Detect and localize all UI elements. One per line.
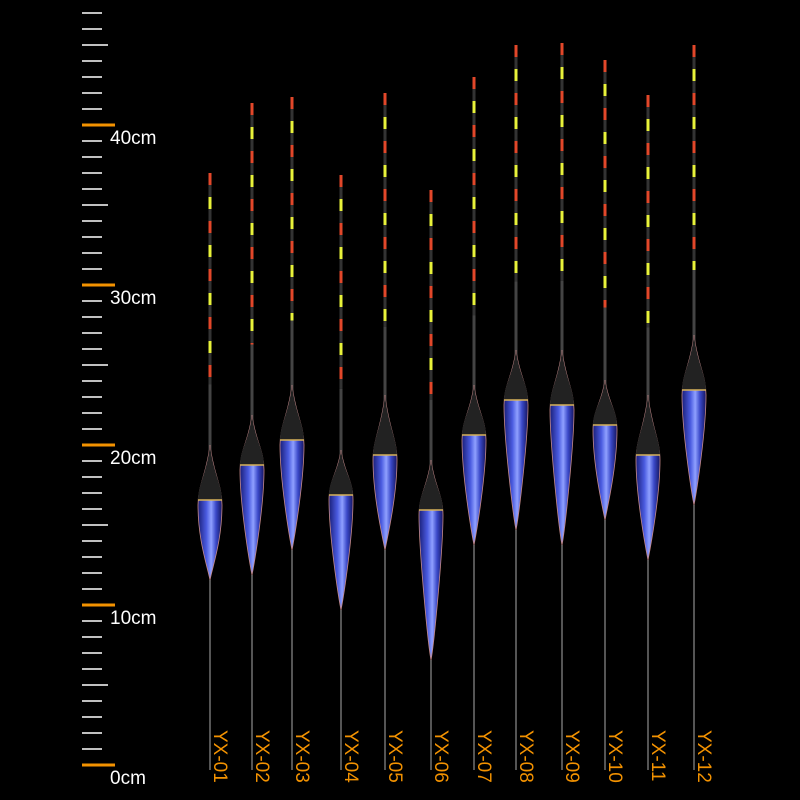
float-label: YX-08: [515, 730, 536, 783]
ruler-label: 0cm: [110, 768, 146, 789]
float-label: YX-12: [693, 730, 714, 783]
ruler-label: 30cm: [110, 288, 156, 309]
float: YX-02: [239, 103, 272, 783]
float: YX-06: [418, 190, 451, 783]
float-label: YX-06: [430, 730, 451, 783]
float: YX-11: [635, 95, 668, 781]
float-label: YX-05: [384, 730, 405, 783]
float-label: YX-09: [561, 730, 582, 783]
float-label: YX-03: [291, 730, 312, 783]
float-body-top: [198, 445, 222, 500]
ruler: 40cm 30cm 20cm 10cm 0cm: [82, 12, 156, 789]
float-body-top: [329, 450, 353, 495]
float: YX-05: [372, 93, 405, 783]
float: YX-04: [328, 175, 361, 783]
float-body-top: [373, 395, 397, 455]
float: YX-01: [197, 173, 230, 783]
float-label: YX-11: [647, 730, 668, 781]
floats: YX-01 YX-02 YX-03 YX-04 YX-05 YX-06 YX-07 YX-08…: [197, 43, 714, 783]
float-body-top: [419, 460, 443, 510]
float-body-top: [550, 350, 574, 405]
float: YX-08: [503, 45, 536, 783]
float-label: YX-04: [340, 730, 361, 783]
float-body-top: [240, 415, 264, 465]
float: YX-03: [279, 97, 312, 783]
float-body-top: [504, 350, 528, 400]
float: YX-09: [549, 43, 582, 783]
float-label: YX-02: [251, 730, 272, 783]
float-label: YX-01: [209, 730, 230, 783]
float-body-top: [280, 385, 304, 440]
float-body-top: [636, 395, 660, 455]
float: YX-12: [681, 45, 714, 783]
float-label: YX-07: [473, 730, 494, 783]
ruler-label: 10cm: [110, 608, 156, 629]
float-body-top: [593, 380, 617, 425]
ruler-label: 40cm: [110, 128, 156, 149]
float-body-top: [682, 335, 706, 390]
ruler-label: 20cm: [110, 448, 156, 469]
float: YX-10: [592, 60, 625, 783]
float-label: YX-10: [604, 730, 625, 783]
float: YX-07: [461, 77, 494, 783]
float-body-top: [462, 385, 486, 435]
